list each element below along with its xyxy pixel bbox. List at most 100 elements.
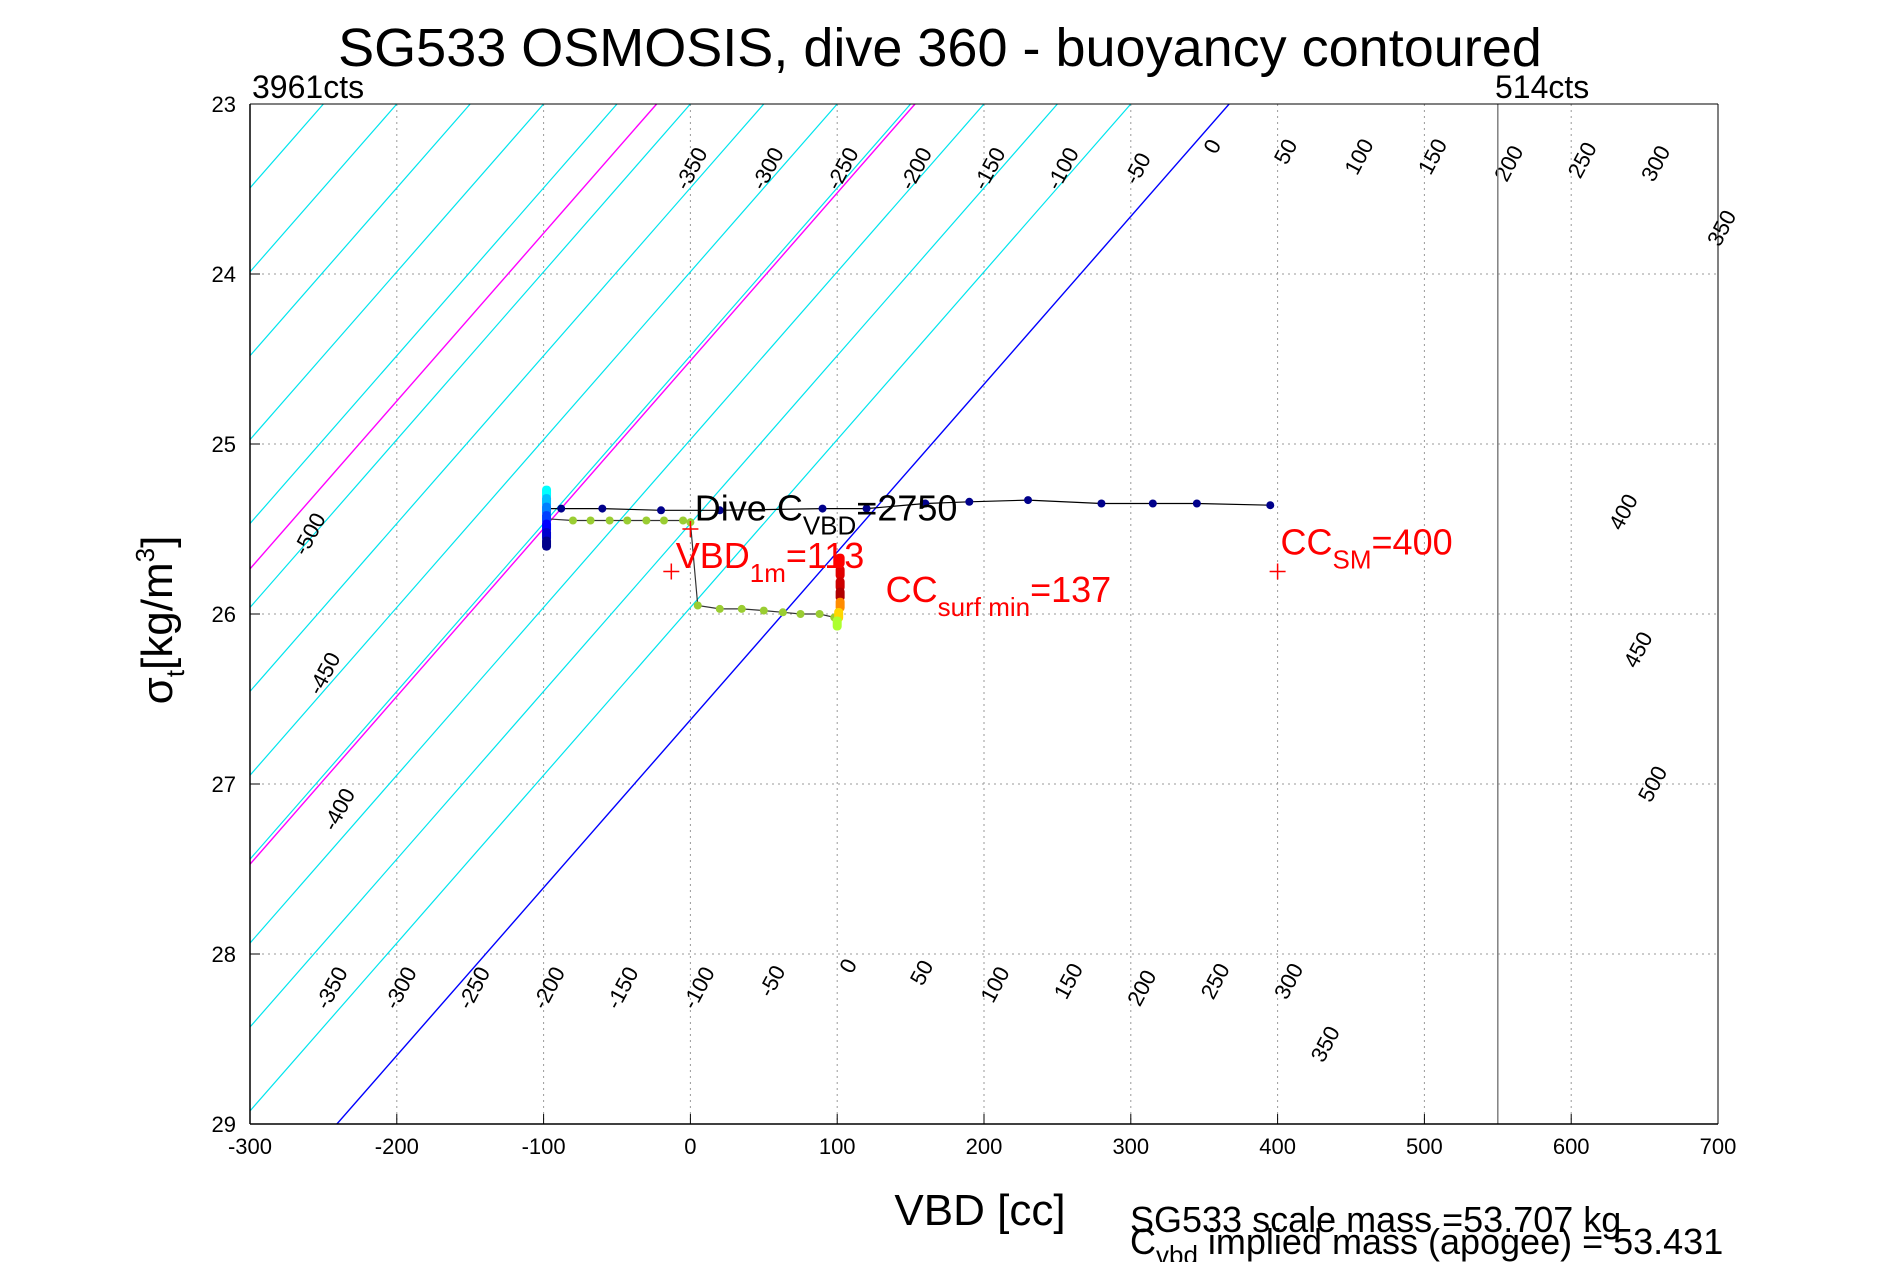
plus-markers <box>663 521 1286 580</box>
end-column-point <box>835 553 845 568</box>
y-tick-label: 24 <box>212 262 236 287</box>
dive-point <box>1148 499 1157 508</box>
contour-label: 300 <box>1269 959 1308 1003</box>
contour-line <box>0 104 103 1124</box>
y-axis-label: σt[kg/m3] <box>130 536 190 705</box>
implied-mass-c: C <box>1130 1221 1156 1262</box>
y-tick-label: 29 <box>212 1112 236 1137</box>
contour-line <box>0 104 30 1124</box>
tick-labels: -300 -200 -100 0 100 200 300 400 500 600 700232425… <box>212 92 1737 1159</box>
cc-sm-sub: SM <box>1333 545 1372 575</box>
contour-label: 50 <box>905 956 939 989</box>
cc-sm-annotation: CCSM=400 <box>1281 522 1453 575</box>
contour-line <box>250 104 985 945</box>
dive-path <box>546 499 1271 511</box>
contour-label: 300 <box>1636 141 1675 185</box>
implied-mass-sub: vbd <box>1156 1240 1198 1262</box>
dive-point <box>921 499 930 508</box>
cc-surf-sub: surf min <box>938 592 1030 622</box>
y-label-close: ] <box>133 536 182 548</box>
x-tick-label: 200 <box>966 1134 1003 1159</box>
climb-point <box>796 610 805 618</box>
x-tick-label: 600 <box>1553 1134 1590 1159</box>
y-tick-label: 28 <box>212 942 236 967</box>
contour-label: 400 <box>1604 490 1643 534</box>
dive-c-sub: VBD <box>803 511 856 541</box>
end-column-point <box>835 587 845 602</box>
dive-point <box>1266 501 1275 510</box>
contour-label: 450 <box>1618 628 1657 672</box>
y-label-sup: 3 <box>130 548 160 562</box>
contour-label: 350 <box>1306 1022 1345 1066</box>
contour-label: 0 <box>1198 135 1226 158</box>
implied-mass-rest: implied mass (apogee) = 53.431 <box>1198 1221 1723 1262</box>
contour-label: -250 <box>821 143 864 194</box>
vbd-1m-sub: 1m <box>750 558 786 588</box>
contour-line <box>250 104 691 609</box>
vbd-1m-main: VBD <box>676 535 750 576</box>
contour-label: 150 <box>1049 959 1088 1003</box>
left-counts-label: 3961cts <box>252 69 364 105</box>
cc-sm-main: CC <box>1281 522 1333 563</box>
chart-title: SG533 OSMOSIS, dive 360 - buoyancy conto… <box>338 18 1542 78</box>
dive-point <box>1192 499 1201 508</box>
contour-line <box>250 104 1132 1112</box>
dive-point <box>862 504 871 513</box>
y-tick-label: 23 <box>212 92 236 117</box>
contour-line <box>250 104 545 441</box>
climb-point <box>759 606 768 615</box>
x-tick-label: 700 <box>1700 1134 1737 1159</box>
dive-point <box>965 497 974 506</box>
contour-label: -300 <box>746 143 789 194</box>
y-tick-label: 27 <box>212 772 236 797</box>
contour-label: -50 <box>1119 149 1156 189</box>
grid-lines <box>250 104 1718 1124</box>
contour-label: 500 <box>1633 762 1672 806</box>
contour-line <box>250 104 471 357</box>
vbd-1m-value: =113 <box>786 535 864 576</box>
climb-point <box>715 604 724 613</box>
right-counts-label: 514cts <box>1495 69 1589 105</box>
dive-c-vbd-annotation: Dive CVBD=2750 <box>695 488 958 541</box>
cc-surf-value: =137 <box>1030 569 1111 610</box>
contour-line <box>250 104 1058 1028</box>
contour-label: -150 <box>601 963 644 1014</box>
climb-point <box>568 516 577 525</box>
climb-point <box>737 604 746 613</box>
dive-point <box>1024 496 1033 505</box>
contour-label: -400 <box>317 784 360 835</box>
end-column-point <box>835 565 845 580</box>
climb-point <box>679 516 688 525</box>
contour-label: 350 <box>1702 206 1741 250</box>
x-tick-label: 400 <box>1259 1134 1296 1159</box>
dive-point <box>818 504 827 513</box>
climb-point <box>659 516 668 525</box>
x-tick-label: 300 <box>1112 1134 1149 1159</box>
contour-label: -200 <box>894 143 937 194</box>
contour-label: 250 <box>1196 959 1235 1003</box>
x-tick-label: 500 <box>1406 1134 1443 1159</box>
dive-point <box>657 506 666 515</box>
dive-point <box>1097 499 1106 508</box>
contour-line <box>250 104 912 861</box>
climb-point <box>815 610 824 618</box>
contour-label: 150 <box>1413 135 1452 179</box>
x-tick-label: -200 <box>375 1134 419 1159</box>
y-tick-label: 26 <box>212 602 236 627</box>
end-column-point <box>832 616 842 631</box>
contour-label: 100 <box>1339 135 1378 179</box>
dive-point <box>557 504 566 513</box>
contour-line <box>250 104 765 693</box>
contour-label: -350 <box>670 143 713 194</box>
dive-point <box>715 506 724 515</box>
contour-label: 0 <box>834 955 862 978</box>
x-axis-label: VBD [cc] <box>894 1186 1065 1235</box>
contour-label: -100 <box>677 963 720 1014</box>
cc-surf-main: CC <box>886 569 938 610</box>
contour-label: -300 <box>379 963 422 1014</box>
contour-line <box>250 104 618 525</box>
x-tick-label: 100 <box>819 1134 856 1159</box>
y-label-sub: t <box>160 669 190 677</box>
climb-point <box>778 608 787 617</box>
